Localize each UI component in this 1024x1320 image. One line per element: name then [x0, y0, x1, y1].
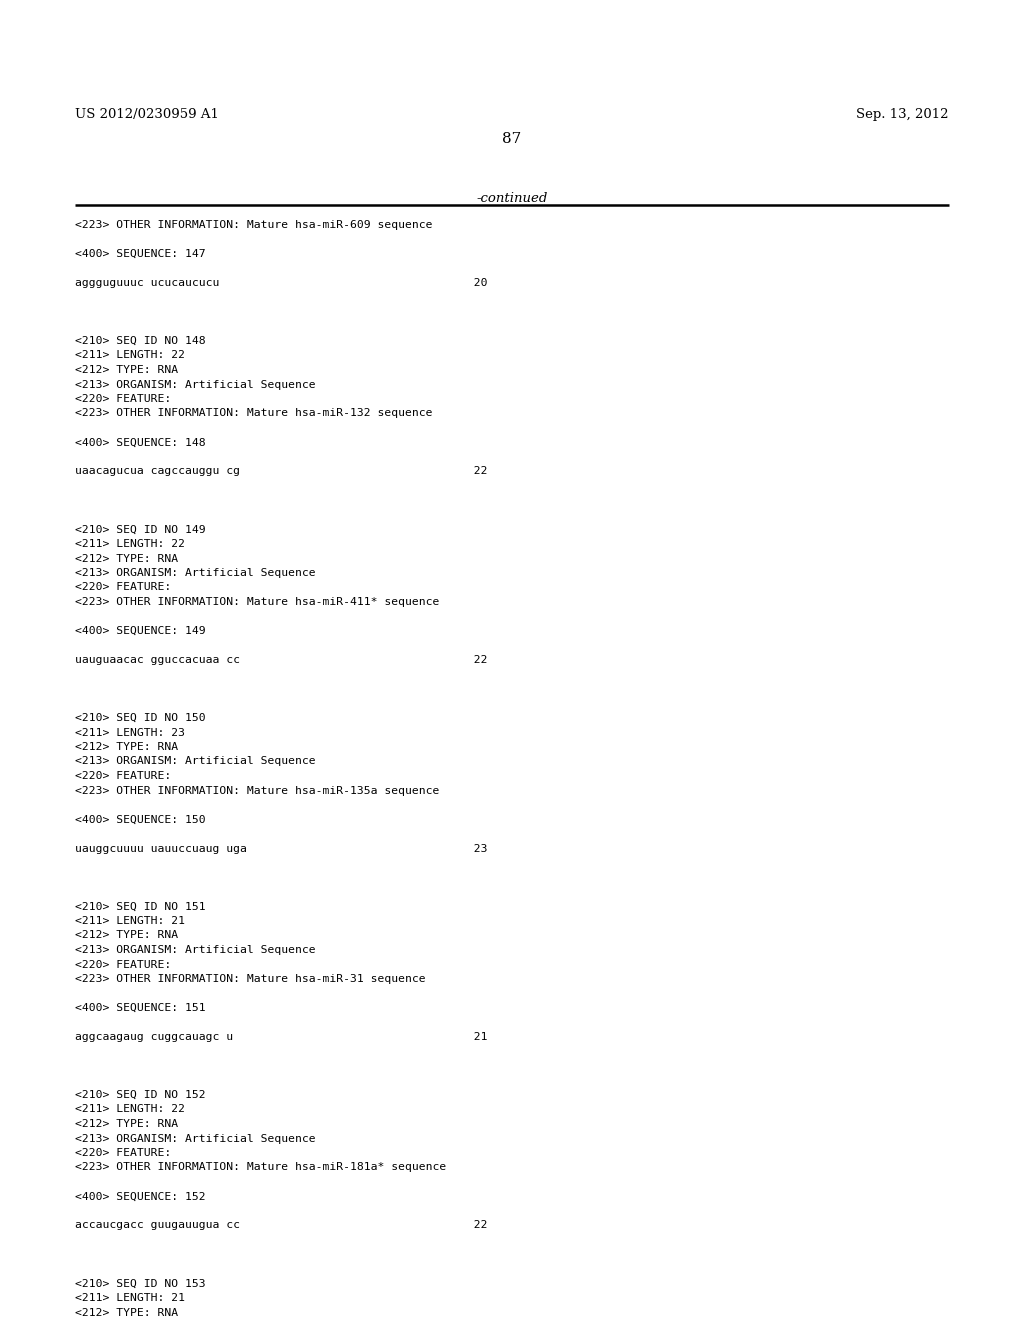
- Text: <212> TYPE: RNA: <212> TYPE: RNA: [75, 1308, 178, 1317]
- Text: <400> SEQUENCE: 149: <400> SEQUENCE: 149: [75, 626, 206, 636]
- Text: uaacagucua cagccauggu cg                                  22: uaacagucua cagccauggu cg 22: [75, 466, 487, 477]
- Text: <212> TYPE: RNA: <212> TYPE: RNA: [75, 1119, 178, 1129]
- Text: Sep. 13, 2012: Sep. 13, 2012: [856, 108, 949, 121]
- Text: <220> FEATURE:: <220> FEATURE:: [75, 582, 171, 593]
- Text: <223> OTHER INFORMATION: Mature hsa-miR-31 sequence: <223> OTHER INFORMATION: Mature hsa-miR-…: [75, 974, 426, 983]
- Text: <210> SEQ ID NO 153: <210> SEQ ID NO 153: [75, 1279, 206, 1288]
- Text: <211> LENGTH: 23: <211> LENGTH: 23: [75, 727, 185, 738]
- Text: uauggcuuuu uauuccuaug uga                                 23: uauggcuuuu uauuccuaug uga 23: [75, 843, 487, 854]
- Text: <220> FEATURE:: <220> FEATURE:: [75, 1148, 171, 1158]
- Text: accaucgacc guugauugua cc                                  22: accaucgacc guugauugua cc 22: [75, 1221, 487, 1230]
- Text: <211> LENGTH: 21: <211> LENGTH: 21: [75, 1294, 185, 1303]
- Text: <210> SEQ ID NO 152: <210> SEQ ID NO 152: [75, 1090, 206, 1100]
- Text: <213> ORGANISM: Artificial Sequence: <213> ORGANISM: Artificial Sequence: [75, 380, 315, 389]
- Text: <400> SEQUENCE: 151: <400> SEQUENCE: 151: [75, 1003, 206, 1012]
- Text: <212> TYPE: RNA: <212> TYPE: RNA: [75, 742, 178, 752]
- Text: <220> FEATURE:: <220> FEATURE:: [75, 771, 171, 781]
- Text: <400> SEQUENCE: 147: <400> SEQUENCE: 147: [75, 249, 206, 259]
- Text: <400> SEQUENCE: 150: <400> SEQUENCE: 150: [75, 814, 206, 825]
- Text: <212> TYPE: RNA: <212> TYPE: RNA: [75, 931, 178, 940]
- Text: <210> SEQ ID NO 151: <210> SEQ ID NO 151: [75, 902, 206, 912]
- Text: <220> FEATURE:: <220> FEATURE:: [75, 960, 171, 969]
- Text: <223> OTHER INFORMATION: Mature hsa-miR-609 sequence: <223> OTHER INFORMATION: Mature hsa-miR-…: [75, 220, 432, 230]
- Text: <223> OTHER INFORMATION: Mature hsa-miR-411* sequence: <223> OTHER INFORMATION: Mature hsa-miR-…: [75, 597, 439, 607]
- Text: US 2012/0230959 A1: US 2012/0230959 A1: [75, 108, 219, 121]
- Text: <211> LENGTH: 22: <211> LENGTH: 22: [75, 351, 185, 360]
- Text: 87: 87: [503, 132, 521, 147]
- Text: <400> SEQUENCE: 152: <400> SEQUENCE: 152: [75, 1192, 206, 1201]
- Text: <223> OTHER INFORMATION: Mature hsa-miR-181a* sequence: <223> OTHER INFORMATION: Mature hsa-miR-…: [75, 1163, 446, 1172]
- Text: <210> SEQ ID NO 150: <210> SEQ ID NO 150: [75, 713, 206, 723]
- Text: <212> TYPE: RNA: <212> TYPE: RNA: [75, 366, 178, 375]
- Text: <210> SEQ ID NO 148: <210> SEQ ID NO 148: [75, 337, 206, 346]
- Text: <213> ORGANISM: Artificial Sequence: <213> ORGANISM: Artificial Sequence: [75, 1134, 315, 1143]
- Text: <223> OTHER INFORMATION: Mature hsa-miR-132 sequence: <223> OTHER INFORMATION: Mature hsa-miR-…: [75, 408, 432, 418]
- Text: <210> SEQ ID NO 149: <210> SEQ ID NO 149: [75, 524, 206, 535]
- Text: aggguguuuc ucucaucucu                                     20: aggguguuuc ucucaucucu 20: [75, 279, 487, 288]
- Text: <213> ORGANISM: Artificial Sequence: <213> ORGANISM: Artificial Sequence: [75, 568, 315, 578]
- Text: <223> OTHER INFORMATION: Mature hsa-miR-135a sequence: <223> OTHER INFORMATION: Mature hsa-miR-…: [75, 785, 439, 796]
- Text: <220> FEATURE:: <220> FEATURE:: [75, 393, 171, 404]
- Text: <213> ORGANISM: Artificial Sequence: <213> ORGANISM: Artificial Sequence: [75, 945, 315, 954]
- Text: <400> SEQUENCE: 148: <400> SEQUENCE: 148: [75, 437, 206, 447]
- Text: <213> ORGANISM: Artificial Sequence: <213> ORGANISM: Artificial Sequence: [75, 756, 315, 767]
- Text: aggcaagaug cuggcauagc u                                   21: aggcaagaug cuggcauagc u 21: [75, 1032, 487, 1041]
- Text: <211> LENGTH: 21: <211> LENGTH: 21: [75, 916, 185, 927]
- Text: <211> LENGTH: 22: <211> LENGTH: 22: [75, 539, 185, 549]
- Text: -continued: -continued: [476, 191, 548, 205]
- Text: <212> TYPE: RNA: <212> TYPE: RNA: [75, 553, 178, 564]
- Text: <211> LENGTH: 22: <211> LENGTH: 22: [75, 1105, 185, 1114]
- Text: uauguaacac gguccacuaa cc                                  22: uauguaacac gguccacuaa cc 22: [75, 655, 487, 665]
